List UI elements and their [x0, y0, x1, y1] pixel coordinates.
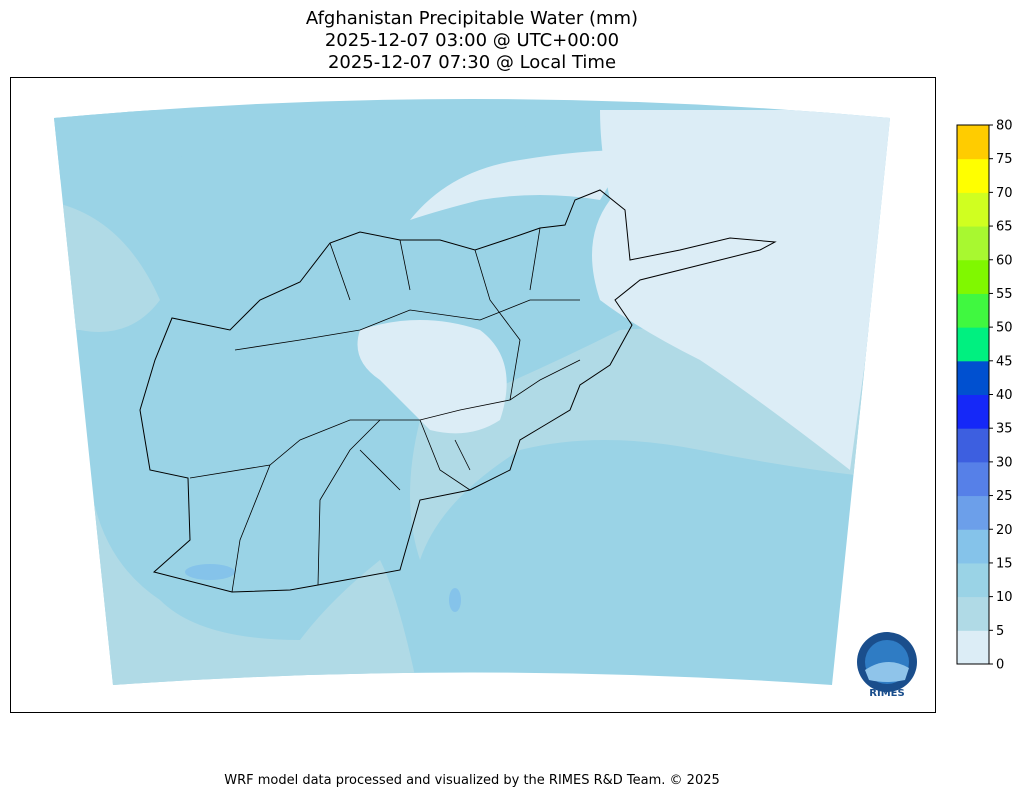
- colorbar-tick-label: 50: [996, 321, 1013, 336]
- colorbar-segment: [957, 293, 989, 328]
- colorbar-segment: [957, 630, 989, 665]
- colorbar-segment: [957, 360, 989, 395]
- colorbar-segment: [957, 226, 989, 261]
- colorbar-tick-label: 55: [996, 287, 1013, 302]
- logo-text: RIMES: [869, 688, 904, 699]
- colorbar-segment: [957, 192, 989, 227]
- utc-time: 2025-12-07 03:00 @ UTC+00:00: [324, 30, 620, 51]
- colorbar-tick-label: 65: [996, 220, 1013, 235]
- colorbar-tick-label: 60: [996, 253, 1013, 268]
- afghanistan-boundary: [139, 189, 777, 593]
- colorbar-tick-label: 5: [996, 624, 1004, 639]
- chart-title: Afghanistan Precipitable Water (mm): [305, 8, 639, 29]
- colorbar-segment: [957, 327, 989, 362]
- colorbar: 0 5 10 15 20 25 30 35 40 45 50 55 60 65 70 75 80: [956, 119, 1013, 673]
- colorbar-tick-label: 45: [996, 354, 1013, 369]
- colorbar-segment: [957, 461, 989, 497]
- colorbar-tick-label: 80: [996, 119, 1013, 134]
- colorbar-tick-label: 40: [996, 388, 1013, 403]
- colorbar-segment: [957, 259, 989, 294]
- map: 0 5 10 15 20 25 30 35 40 45 50 55 60 65 70 75 80 RIMES: [10, 77, 1013, 713]
- colorbar-tick-label: 20: [996, 523, 1013, 538]
- colorbar-tick-label: 35: [996, 422, 1013, 437]
- colorbar-segment: [957, 394, 989, 429]
- colorbar-tick-label: 70: [996, 186, 1013, 201]
- province-boundaries: [189, 227, 581, 593]
- footer-credit: WRF model data processed and visualized …: [224, 773, 720, 788]
- colorbar-segment: [957, 596, 989, 631]
- colorbar-segment: [957, 158, 989, 193]
- colorbar-segment: [957, 529, 989, 564]
- colorbar-segment: [957, 495, 989, 530]
- colorbar-segment: [957, 562, 989, 598]
- colorbar-tick-label: 0: [996, 658, 1004, 673]
- colorbar-segment: [957, 428, 989, 463]
- colorbar-tick-label: 30: [996, 455, 1013, 470]
- colorbar-tick-label: 15: [996, 556, 1013, 571]
- local-time: 2025-12-07 07:30 @ Local Time: [327, 52, 617, 73]
- colorbar-segment: [957, 125, 989, 160]
- colorbar-tick-label: 75: [996, 152, 1013, 167]
- colorbar-tick-label: 10: [996, 590, 1013, 605]
- colorbar-tick-label: 25: [996, 489, 1013, 504]
- rimes-logo: RIMES: [857, 632, 917, 699]
- precipitable-water-field: [54, 99, 890, 685]
